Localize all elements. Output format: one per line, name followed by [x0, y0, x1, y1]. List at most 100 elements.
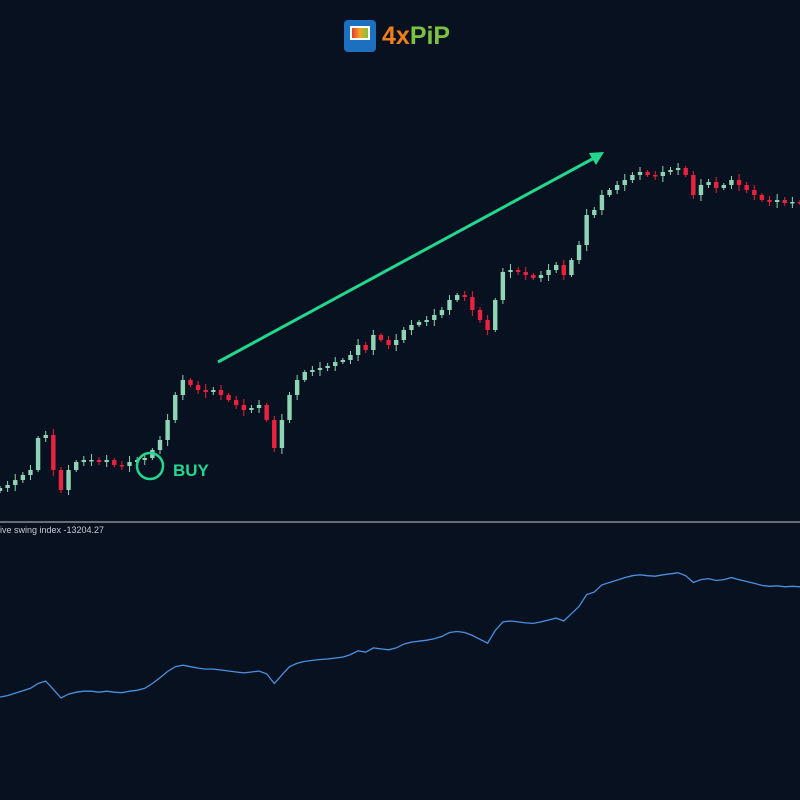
candle [668, 170, 673, 172]
candle [233, 400, 239, 405]
candle [706, 182, 711, 185]
candle [317, 368, 323, 370]
candle [142, 458, 147, 460]
candle [13, 480, 18, 485]
indicator-line [0, 572, 800, 699]
indicator-label: ive swing index -13204.27 [0, 525, 105, 535]
candle [256, 405, 262, 408]
candle [0, 488, 3, 491]
candle [630, 175, 635, 180]
logo-text-pip: PiP [409, 21, 451, 50]
candle [89, 460, 94, 462]
candle [683, 168, 688, 175]
candle [188, 380, 193, 385]
candle [645, 172, 650, 175]
candle [439, 310, 445, 315]
candle [363, 345, 368, 350]
candle [218, 390, 224, 395]
candle [211, 390, 216, 392]
candle [500, 272, 506, 300]
candle [66, 470, 71, 490]
candle [20, 475, 26, 480]
candle [561, 265, 567, 275]
candle [698, 185, 704, 195]
candle [112, 460, 117, 465]
candle [744, 185, 749, 190]
candle [637, 172, 643, 175]
candle [584, 215, 589, 245]
candle [432, 315, 437, 320]
candle [157, 440, 163, 450]
candle [538, 275, 544, 278]
price-pane [0, 163, 800, 495]
candle [35, 438, 41, 470]
candle [325, 366, 330, 368]
candle [782, 200, 787, 203]
candle [790, 202, 795, 204]
candle [485, 320, 490, 330]
candle [447, 300, 452, 310]
candle [294, 380, 300, 395]
candle [546, 270, 551, 275]
candle [515, 270, 521, 272]
trend-arrow [217, 152, 604, 364]
candle [531, 275, 536, 278]
candle [279, 420, 285, 448]
candle [81, 460, 87, 462]
buy-marker-circle [135, 451, 165, 481]
candle [599, 195, 605, 210]
buy-label: BUY [173, 461, 209, 480]
candle [58, 470, 64, 490]
candle [195, 385, 201, 390]
candle [333, 362, 338, 366]
candle [378, 335, 384, 340]
candle [409, 325, 414, 330]
candle [371, 335, 376, 350]
candle [759, 195, 765, 200]
candle [752, 190, 757, 195]
candle [348, 355, 353, 360]
candle [454, 295, 460, 300]
candle [660, 172, 666, 176]
candle [569, 260, 574, 275]
candle [393, 340, 399, 345]
candle [416, 322, 422, 325]
logo-text: 4xPiP [382, 22, 450, 51]
logo-icon [344, 20, 376, 52]
candle [127, 462, 132, 466]
candle [675, 168, 681, 170]
logo: 4xPiP [344, 20, 450, 52]
candle [523, 272, 528, 275]
candle [576, 245, 582, 260]
candle [180, 380, 186, 395]
candle [226, 395, 231, 400]
candle [249, 408, 254, 410]
candle [462, 295, 467, 297]
candle [493, 300, 498, 330]
candle [614, 185, 620, 190]
candle [386, 340, 391, 345]
candle [622, 180, 627, 185]
candle [96, 460, 102, 462]
candle [774, 200, 780, 202]
candle [264, 405, 269, 420]
candle [767, 200, 772, 202]
candle [73, 462, 79, 470]
candle [310, 370, 315, 372]
candle [729, 180, 734, 185]
candle [592, 210, 597, 215]
candle [51, 435, 56, 470]
candle [653, 175, 658, 177]
candle [713, 182, 719, 188]
candle [287, 395, 292, 420]
candle [424, 320, 429, 322]
candle [119, 465, 125, 467]
logo-text-4x: 4x [382, 21, 410, 50]
candle [43, 435, 48, 438]
candle [691, 175, 696, 195]
candle [5, 485, 10, 488]
candle [340, 360, 346, 362]
candle [355, 345, 361, 355]
candle [302, 372, 307, 380]
